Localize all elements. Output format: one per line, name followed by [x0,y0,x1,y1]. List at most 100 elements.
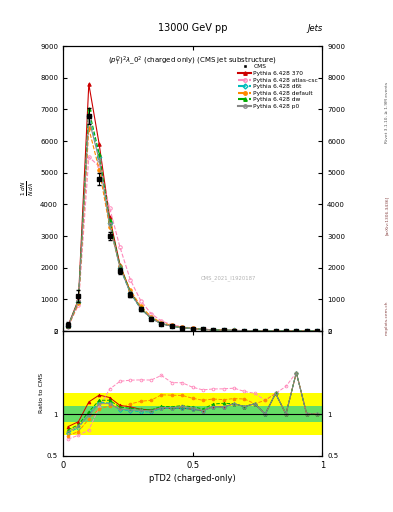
Pythia 6.428 p0 [138,306,143,312]
Pythia 6.428 dw [263,328,268,334]
Pythia 6.428 default [66,323,70,329]
Pythia 6.428 default [169,323,174,329]
Pythia 6.428 p0 [159,321,164,327]
Pythia 6.428 dw [97,151,101,157]
Pythia 6.428 default [86,125,91,132]
Text: 13000 GeV pp: 13000 GeV pp [158,23,227,33]
Line: Pythia 6.428 d6t: Pythia 6.428 d6t [66,114,319,333]
Pythia 6.428 atlas-csc [263,328,268,334]
Y-axis label: Ratio to CMS: Ratio to CMS [39,373,44,413]
Pythia 6.428 atlas-csc [107,204,112,210]
Pythia 6.428 d6t [107,220,112,226]
Pythia 6.428 d6t [149,315,153,322]
Pythia 6.428 dw [315,328,320,334]
Pythia 6.428 atlas-csc [221,327,226,333]
Pythia 6.428 370 [128,288,133,294]
Pythia 6.428 d6t [200,326,205,332]
Pythia 6.428 p0 [118,264,122,270]
Pythia 6.428 d6t [118,265,122,271]
Pythia 6.428 p0 [149,315,153,321]
Pythia 6.428 d6t [159,321,164,327]
Pythia 6.428 atlas-csc [304,328,309,334]
Pythia 6.428 370 [315,328,320,334]
Text: Rivet 3.1.10, ≥ 1.9M events: Rivet 3.1.10, ≥ 1.9M events [385,82,389,143]
Pythia 6.428 default [273,328,278,334]
Pythia 6.428 370 [118,262,122,268]
Line: Pythia 6.428 atlas-csc: Pythia 6.428 atlas-csc [66,155,319,333]
Pythia 6.428 d6t [97,154,101,160]
Pythia 6.428 p0 [169,323,174,329]
Pythia 6.428 dw [128,289,133,295]
Pythia 6.428 370 [273,328,278,334]
Pythia 6.428 atlas-csc [200,326,205,332]
Pythia 6.428 atlas-csc [138,297,143,304]
Pythia 6.428 dw [252,328,257,334]
Pythia 6.428 default [180,324,185,330]
Pythia 6.428 d6t [66,323,70,329]
Text: [arXiv:1306.3436]: [arXiv:1306.3436] [385,196,389,234]
Pythia 6.428 atlas-csc [190,325,195,331]
Pythia 6.428 p0 [263,328,268,334]
Pythia 6.428 atlas-csc [180,324,185,330]
Pythia 6.428 dw [232,327,237,333]
Pythia 6.428 atlas-csc [159,318,164,324]
Pythia 6.428 p0 [128,290,133,296]
Pythia 6.428 default [76,301,81,307]
Pythia 6.428 d6t [273,328,278,334]
Pythia 6.428 dw [138,305,143,311]
Pythia 6.428 p0 [107,221,112,227]
Pythia 6.428 default [128,287,133,293]
Pythia 6.428 p0 [315,328,320,334]
Pythia 6.428 370 [66,323,70,329]
Pythia 6.428 dw [284,328,288,334]
Line: Pythia 6.428 dw: Pythia 6.428 dw [66,108,319,333]
Pythia 6.428 atlas-csc [97,163,101,169]
Pythia 6.428 dw [76,297,81,304]
Pythia 6.428 dw [221,327,226,333]
Pythia 6.428 default [107,223,112,229]
Pythia 6.428 370 [252,328,257,334]
Pythia 6.428 atlas-csc [315,328,320,334]
Text: $(p_T^D)^2\lambda\_0^2$ (charged only) (CMS jet substructure): $(p_T^D)^2\lambda\_0^2$ (charged only) (… [108,55,277,68]
Pythia 6.428 p0 [97,157,101,163]
Pythia 6.428 default [304,328,309,334]
Pythia 6.428 370 [86,81,91,87]
Pythia 6.428 d6t [128,290,133,296]
Pythia 6.428 default [315,328,320,334]
Pythia 6.428 370 [200,326,205,332]
Pythia 6.428 p0 [86,116,91,122]
Pythia 6.428 atlas-csc [232,327,237,333]
Pythia 6.428 dw [86,106,91,113]
Text: Jets: Jets [307,24,322,33]
Pythia 6.428 370 [263,328,268,334]
Pythia 6.428 dw [180,325,185,331]
Pythia 6.428 dw [190,326,195,332]
Pythia 6.428 370 [107,214,112,220]
Pythia 6.428 370 [284,328,288,334]
Pythia 6.428 atlas-csc [252,328,257,334]
Pythia 6.428 atlas-csc [169,322,174,328]
Pythia 6.428 p0 [221,327,226,333]
Pythia 6.428 p0 [211,327,216,333]
Pythia 6.428 default [138,303,143,309]
Pythia 6.428 default [159,319,164,326]
Pythia 6.428 atlas-csc [86,154,91,160]
Pythia 6.428 default [252,328,257,334]
Text: CMS_2021_I1920187: CMS_2021_I1920187 [200,276,256,282]
Y-axis label: $\frac{1}{N}\frac{dN}{d\lambda}$: $\frac{1}{N}\frac{dN}{d\lambda}$ [19,181,36,196]
Pythia 6.428 d6t [211,327,216,333]
Pythia 6.428 d6t [315,328,320,334]
Pythia 6.428 atlas-csc [149,311,153,317]
Pythia 6.428 370 [97,141,101,147]
Pythia 6.428 default [200,326,205,332]
Pythia 6.428 atlas-csc [242,328,247,334]
Pythia 6.428 atlas-csc [211,327,216,333]
Pythia 6.428 d6t [263,328,268,334]
Pythia 6.428 370 [138,305,143,311]
Pythia 6.428 dw [66,323,70,329]
Pythia 6.428 dw [200,326,205,332]
Pythia 6.428 dw [294,328,299,334]
Pythia 6.428 p0 [66,323,70,329]
Pythia 6.428 p0 [190,326,195,332]
Pythia 6.428 d6t [180,325,185,331]
